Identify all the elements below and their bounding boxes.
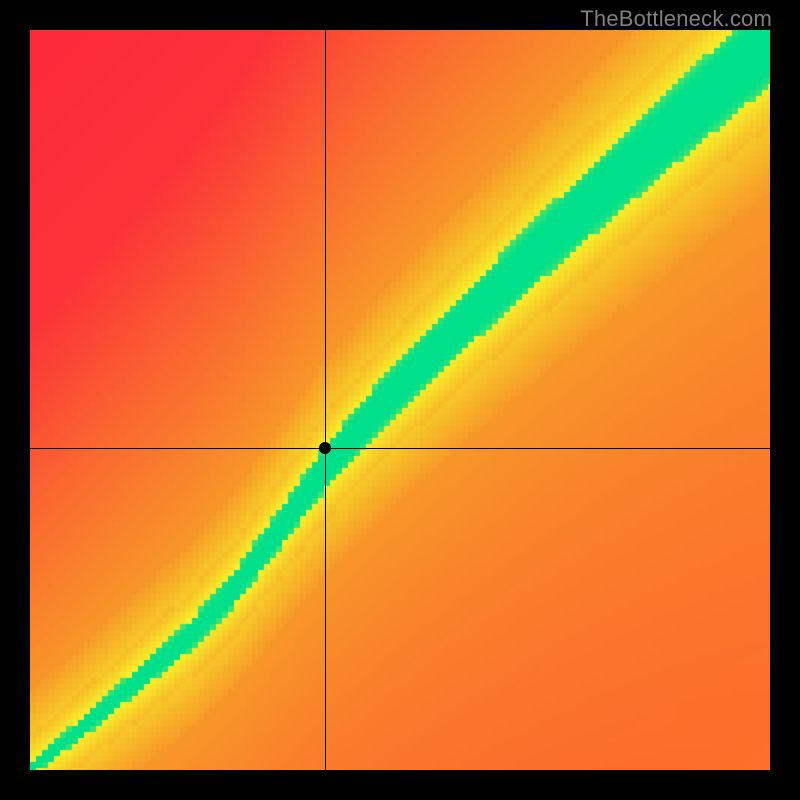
data-point-marker [319,442,331,454]
crosshair-horizontal [30,448,770,449]
watermark-text: TheBottleneck.com [580,6,772,32]
crosshair-vertical [325,30,326,770]
plot-area [30,30,770,770]
heatmap-canvas [30,30,770,770]
chart-container: TheBottleneck.com [0,0,800,800]
